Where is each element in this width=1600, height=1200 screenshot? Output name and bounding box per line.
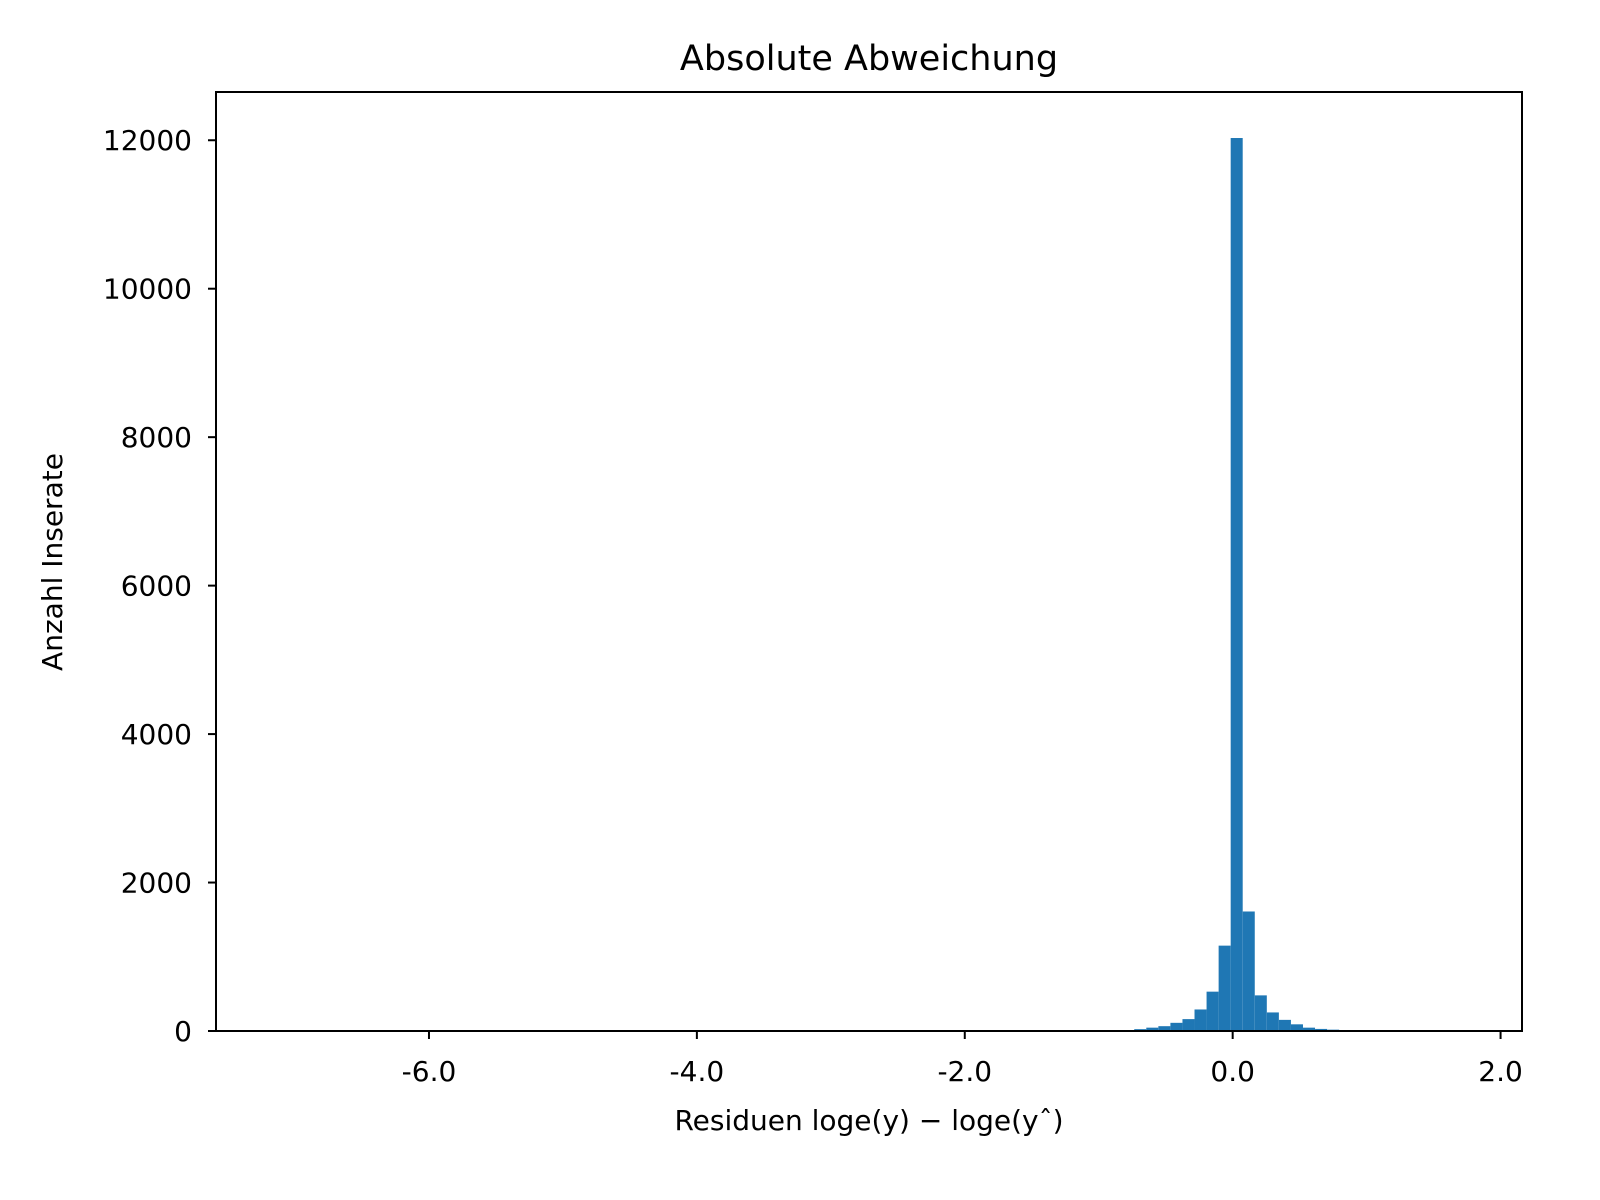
x-tick-label: -2.0 [937, 1055, 992, 1088]
histogram-bar [1266, 1012, 1279, 1031]
histogram-bars [1061, 138, 1376, 1031]
x-axis-label: Residuen loge(y) − loge(yˆ) [674, 1104, 1063, 1137]
y-tick-label: 4000 [121, 718, 192, 751]
histogram-bar [1278, 1019, 1291, 1031]
y-tick-label: 10000 [103, 273, 192, 306]
x-tick-label: 0.0 [1210, 1055, 1255, 1088]
y-axis-ticks: 0 2000 4000 6000 8000 10000 12000 [103, 124, 216, 1048]
y-tick-label: 12000 [103, 124, 192, 157]
x-tick-label: -4.0 [670, 1055, 725, 1088]
histogram-bar [1194, 1009, 1207, 1031]
histogram-bar [1230, 138, 1243, 1031]
histogram-bar [1206, 991, 1219, 1031]
plot-frame [215, 91, 1523, 1032]
histogram-bar [1303, 1027, 1316, 1031]
histogram-bar [1158, 1026, 1171, 1031]
histogram-bar [1182, 1019, 1195, 1031]
y-tick-label: 8000 [121, 421, 192, 454]
y-tick-label: 2000 [121, 867, 192, 900]
chart-title: Absolute Abweichung [680, 39, 1058, 79]
histogram-bar [1242, 911, 1255, 1031]
histogram-bar [1254, 995, 1267, 1031]
histogram-bar [1218, 945, 1231, 1031]
x-axis-ticks: -6.0 -4.0 -2.0 0.0 2.0 [402, 1031, 1523, 1088]
x-tick-label: 2.0 [1478, 1055, 1523, 1088]
histogram-bar [1146, 1027, 1159, 1031]
y-tick-label: 6000 [121, 570, 192, 603]
y-axis-label: Anzahl Inserate [36, 453, 69, 671]
histogram-bar [1290, 1024, 1303, 1031]
histogram-bar [1170, 1022, 1183, 1031]
x-tick-label: -6.0 [402, 1055, 457, 1088]
histogram-bar [1315, 1028, 1328, 1031]
y-tick-label: 0 [174, 1015, 192, 1048]
